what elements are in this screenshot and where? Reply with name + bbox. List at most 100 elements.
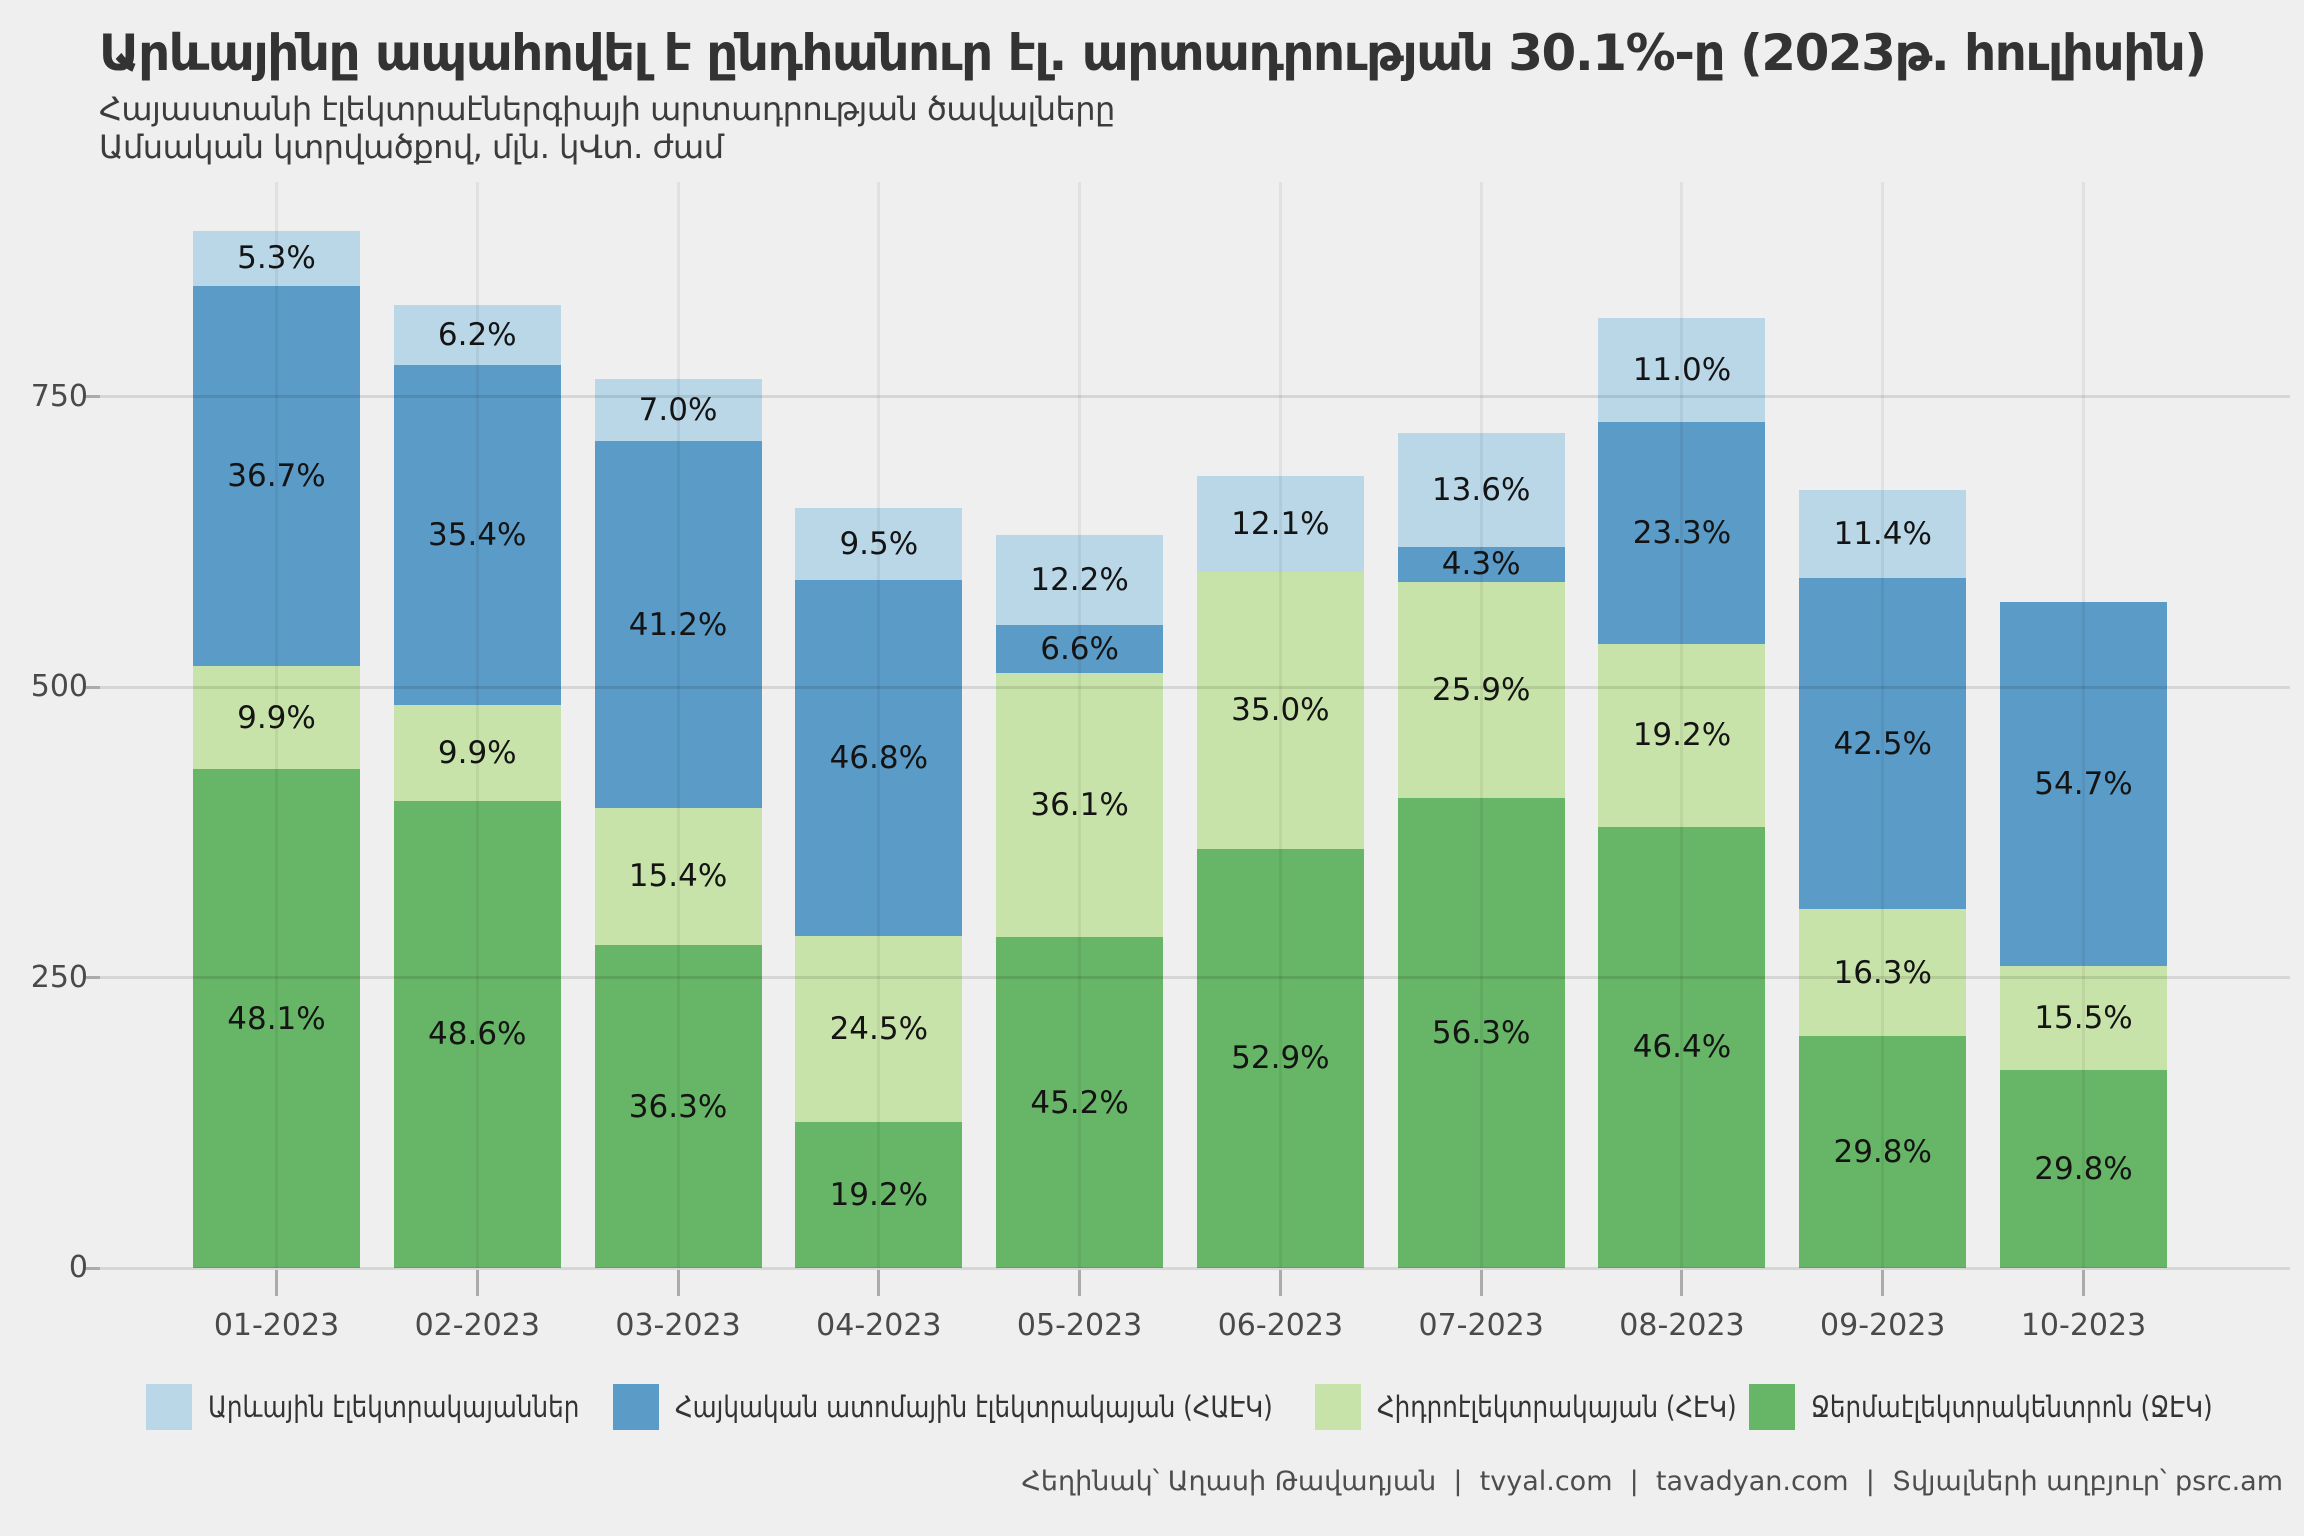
bar-segment-solar [1799,489,1967,579]
x-gridline [1680,182,1684,1268]
bar-segment-label: 13.6% [1431,471,1531,508]
bar-segment-label: 19.2% [1632,717,1732,754]
x-axis-label: 03-2023 [615,1308,741,1343]
y-gridline [100,976,2290,980]
legend-item-solar: Արևային էլեկտրակայաններ [146,1382,645,1432]
legend-label-hydro: Հիդրոէլեկտրակայան (ՀԷԿ) [1377,1390,1737,1424]
bar-segment-nuclear [795,580,963,936]
legend-swatch-hydro [1315,1384,1361,1430]
x-axis-tick [1078,1270,1082,1296]
legend-item-nuclear: Հայկական ատոմային էլեկտրակայան (ՀԱԷԿ) [613,1382,1378,1432]
legend-swatch-nuclear [613,1384,659,1430]
chart-title: Արևայինը ապահովել է ընդհանուր էլ. արտադր… [99,24,2207,82]
bar-segment-label: 9.9% [237,699,316,736]
bar-segment-solar [1196,475,1364,572]
x-gridline [275,182,278,1268]
bar-segment-label: 45.2% [1030,1084,1129,1121]
x-gridline [1278,182,1282,1268]
y-axis-label: 500 [30,669,88,705]
y-gridline [100,1266,2290,1270]
bar-segment-thermal [795,1122,963,1268]
x-gridline [676,182,680,1268]
bar-segment-hydro [1196,571,1364,849]
bar-segment-hydro [1397,582,1565,799]
bar-segment-nuclear [594,441,762,808]
bar-segment-solar [1397,433,1565,547]
bar-segment-solar [594,379,762,442]
y-gridline [100,685,2290,689]
x-axis-tick [1680,1270,1684,1296]
y-axis-tick [85,685,100,689]
bar-segment-nuclear [996,624,1164,674]
bar-segment-hydro [1598,643,1766,827]
bar-segment-label: 9.9% [437,734,517,771]
bar-segment-label: 4.3% [1441,546,1521,583]
bar-segment-thermal [1196,848,1364,1268]
bar-segment-label: 12.2% [1030,562,1129,599]
bar-segment-thermal [1799,1036,1967,1268]
y-axis-tick [85,976,100,980]
bar-segment-label: 35.4% [428,517,527,554]
bar-segment-label: 36.7% [227,458,326,494]
x-gridline [877,182,881,1268]
x-axis-label: 09-2023 [1820,1308,1946,1343]
bar-segment-nuclear [2000,602,2168,967]
x-axis-tick [2082,1270,2086,1296]
bar-segment-label: 25.9% [1431,672,1531,709]
bar-segment-thermal [594,945,762,1268]
x-gridline [1479,182,1483,1268]
bar-segment-label: 36.3% [628,1088,728,1125]
bar-segment-hydro [996,673,1164,938]
bar-segment-thermal [2000,1069,2168,1268]
bar-segment-label: 56.3% [1431,1015,1531,1052]
bar-segment-label: 46.8% [829,740,929,777]
x-axis-tick [1881,1270,1885,1296]
bar-segment-hydro [1799,909,1967,1037]
y-gridline [100,395,2290,399]
bar-segment-label: 15.5% [2034,1000,2133,1037]
x-axis-tick [877,1270,881,1296]
bar-segment-thermal [393,800,561,1268]
x-axis-label: 05-2023 [1016,1308,1143,1343]
chart-subtitle-line-2: Ամսական կտրվածքով, մլն. կՎտ. ժամ [99,128,724,166]
x-axis-tick [676,1270,680,1296]
y-axis-label: 750 [30,378,88,414]
chart-subtitle: Հայաստանի էլեկտրաէներգիայի արտադրության … [99,90,1115,166]
bar-segment-label: 15.4% [628,858,728,895]
bar-segment-label: 7.0% [638,392,718,429]
bar-segment-label: 35.0% [1231,692,1330,729]
bar-segment-label: 19.2% [829,1177,929,1214]
bar-segment-solar [1598,317,1766,423]
legend-swatch-thermal [1749,1384,1795,1430]
bar-segment-solar [393,305,561,365]
bar-segment-label: 29.8% [2034,1150,2133,1187]
bar-segment-label: 46.4% [1632,1029,1732,1066]
x-axis-tick [1479,1270,1483,1296]
x-axis-label: 10-2023 [2020,1308,2147,1343]
bar-segment-label: 48.6% [428,1016,527,1053]
x-gridline [475,182,479,1268]
legend-label-thermal: Ջերմաէլեկտրակենտրոն (ՋԷԿ) [1811,1390,2213,1424]
x-gridline [1078,182,1082,1268]
x-axis-label: 08-2023 [1619,1308,1745,1343]
bar-segment-label: 29.8% [1833,1134,1932,1171]
bar-segment-label: 42.5% [1833,725,1932,762]
bar-segment-hydro [2000,966,2168,1070]
bar-segment-nuclear [393,364,561,706]
bar-segment-label: 48.1% [227,1000,326,1037]
legend-item-hydro: Հիդրոէլեկտրակայան (ՀԷԿ) [1315,1382,1800,1432]
bar-segment-label: 6.2% [437,317,517,354]
x-axis-tick [275,1270,278,1296]
bar-segment-label: 16.3% [1833,954,1932,991]
legend-swatch-solar [146,1384,192,1430]
chart-subtitle-line-1: Հայաստանի էլեկտրաէներգիայի արտադրության … [99,90,1115,128]
bar-segment-thermal [193,769,360,1268]
bar-segment-label: 12.1% [1231,505,1330,542]
x-axis-tick [475,1270,479,1296]
bar-segment-label: 54.7% [2034,766,2133,803]
y-axis-label: 250 [30,959,88,995]
bar-segment-nuclear [1799,578,1967,910]
x-axis-label: 01-2023 [213,1308,340,1343]
x-axis-label: 02-2023 [414,1308,540,1343]
credits-footer: Հեղինակ՝ Աղասի Թավադյան | tvyal.com | ta… [1021,1466,2283,1497]
